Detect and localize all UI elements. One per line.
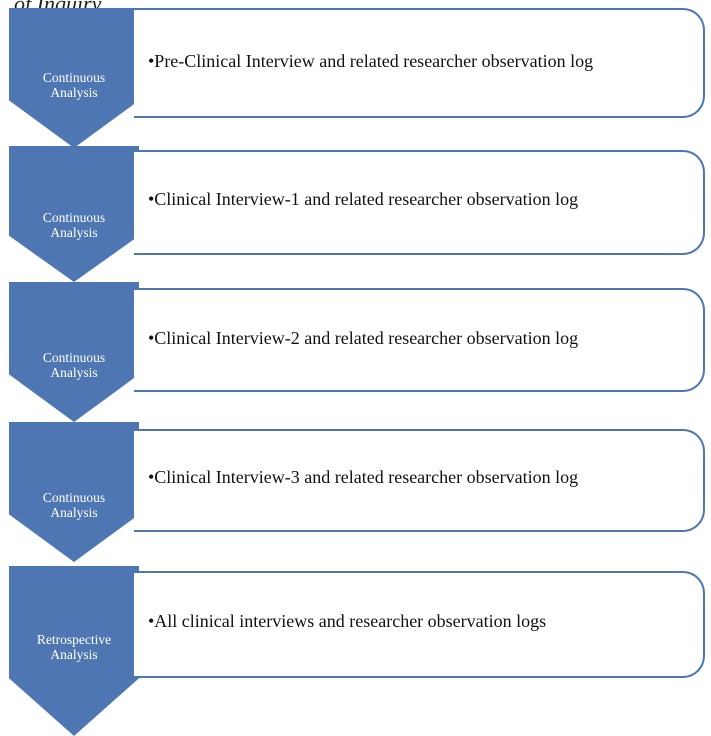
step-2-label-line-1: Continuous xyxy=(42,210,106,225)
step-4-label-line-2: Analysis xyxy=(50,505,98,520)
step-3-box: •Clinical Interview-2 and related resear… xyxy=(134,288,705,392)
step-1-chevron-label: Continuous Analysis xyxy=(9,70,139,100)
step-5-item-text: •All clinical interviews and researcher … xyxy=(148,611,547,631)
step-1-label-line-1: Continuous xyxy=(42,70,106,85)
step-4-box: •Clinical Interview-3 and related resear… xyxy=(134,429,705,532)
step-4-item-text: •Clinical Interview-3 and related resear… xyxy=(148,467,579,487)
step-1-label-line-2: Analysis xyxy=(50,85,98,100)
step-3-chevron-label: Continuous Analysis xyxy=(9,350,139,380)
step-5-label-line-2: Analysis xyxy=(50,647,98,662)
step-5-label-line-1: Retrospective xyxy=(36,632,112,647)
step-4-chevron-label: Continuous Analysis xyxy=(9,490,139,520)
step-5-chevron-label: Retrospective Analysis xyxy=(9,632,139,662)
step-3-item-text: •Clinical Interview-2 and related resear… xyxy=(148,328,579,348)
step-1-box: •Pre-Clinical Interview and related rese… xyxy=(134,8,705,118)
step-2-box: •Clinical Interview-1 and related resear… xyxy=(134,150,705,255)
step-3-label-line-2: Analysis xyxy=(50,365,98,380)
step-2-chevron-label: Continuous Analysis xyxy=(9,210,139,240)
step-3-label-line-1: Continuous xyxy=(42,350,106,365)
step-2-label-line-2: Analysis xyxy=(50,225,98,240)
step-1-item-text: •Pre-Clinical Interview and related rese… xyxy=(148,51,594,71)
step-4-label-line-1: Continuous xyxy=(42,490,106,505)
step-2-item-text: •Clinical Interview-1 and related resear… xyxy=(148,189,579,209)
step-5-box: •All clinical interviews and researcher … xyxy=(134,571,705,678)
